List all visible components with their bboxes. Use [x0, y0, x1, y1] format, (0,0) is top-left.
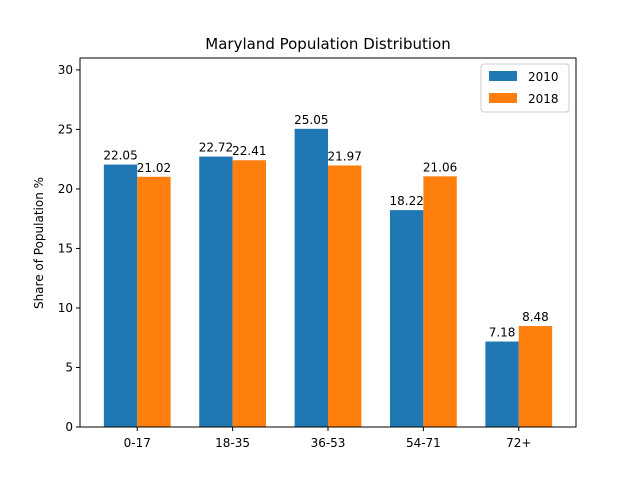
y-tick-label: 30 [58, 63, 73, 77]
bar-2010-18-35 [199, 156, 233, 427]
data-label-2010-36-53: 25.05 [294, 113, 328, 127]
bar-2018-72+ [518, 326, 553, 427]
data-label-2010-72+: 7.18 [489, 326, 516, 340]
legend-swatch-2018 [489, 93, 517, 103]
bar-2010-0-17 [103, 164, 138, 427]
data-label-2018-36-53: 21.97 [328, 149, 362, 163]
x-tick-label: 0-17 [124, 436, 151, 450]
x-tick-label: 54-71 [406, 436, 441, 450]
y-tick-label: 10 [58, 301, 73, 315]
bar-2018-36-53 [328, 165, 362, 427]
data-label-2018-18-35: 22.41 [232, 144, 266, 158]
legend: 2010 2018 [480, 63, 570, 113]
data-label-2018-72+: 8.48 [522, 310, 549, 324]
legend-label-2018: 2018 [528, 92, 559, 106]
y-tick-label: 25 [58, 122, 73, 136]
x-tick-label: 36-53 [311, 436, 346, 450]
bar-2018-54-71 [423, 176, 457, 427]
data-label-2018-0-17: 21.02 [137, 161, 171, 175]
y-axis-label: Share of Population % [32, 177, 46, 309]
bar-2010-36-53 [294, 128, 328, 427]
bar-2010-54-71 [390, 210, 424, 427]
legend-label-2010: 2010 [528, 70, 559, 84]
y-tick-label: 5 [65, 360, 73, 374]
x-tick-label: 18-35 [215, 436, 250, 450]
y-tick-label: 15 [58, 241, 73, 255]
bar-2010-72+ [485, 341, 519, 427]
x-tick-label: 72+ [506, 436, 531, 450]
data-label-2010-54-71: 18.22 [390, 194, 424, 208]
legend-swatch-2010 [489, 71, 517, 81]
plot-area: 22.05 22.72 25.05 18.22 7.18 21.02 22.41 21.97 2… [58, 57, 577, 450]
bar-2018-0-17 [137, 176, 171, 427]
chart-title: Maryland Population Distribution [205, 35, 450, 53]
data-label-2018-54-71: 21.06 [423, 160, 457, 174]
data-label-2010-0-17: 22.05 [103, 149, 137, 163]
data-label-2010-18-35: 22.72 [199, 141, 233, 155]
y-tick-label: 0 [65, 420, 73, 434]
bar-2018-18-35 [232, 160, 266, 427]
y-tick-label: 20 [58, 182, 73, 196]
